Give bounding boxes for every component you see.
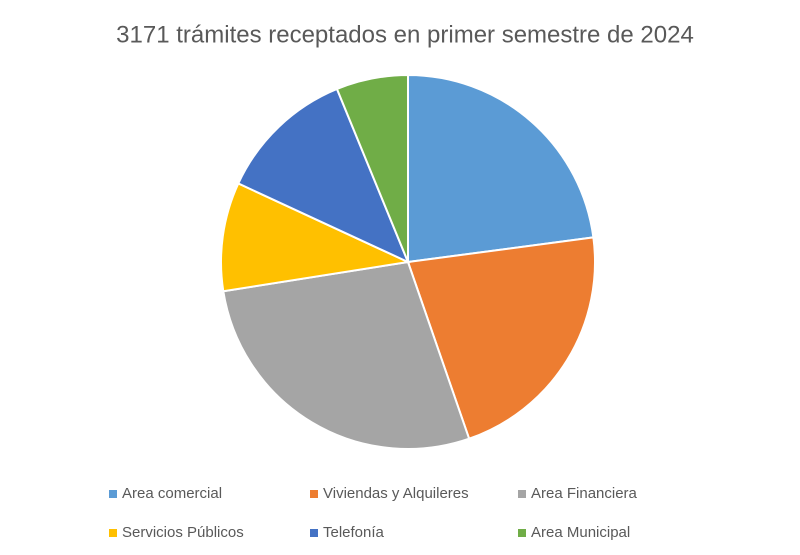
legend-label: Area Municipal (531, 524, 630, 541)
legend-label: Telefonía (323, 524, 385, 541)
pie-slice (236, 87, 410, 264)
pie-slice (407, 73, 595, 264)
pie-slice (220, 182, 412, 293)
legend-label: Servicios Públicos (122, 524, 244, 541)
pie-slice (406, 236, 596, 440)
legend-swatch (310, 490, 318, 498)
legend-label: Area Financiera (531, 485, 638, 502)
pie-slice (335, 73, 409, 263)
pie-slice (222, 260, 471, 450)
chart-title: 3171 trámites receptados en primer semes… (116, 21, 694, 48)
legend-swatch (109, 529, 117, 537)
legend-label: Area comercial (122, 485, 222, 502)
legend-swatch (518, 529, 526, 537)
legend-label: Viviendas y Alquileres (323, 485, 469, 502)
legend-swatch (109, 490, 117, 498)
legend-swatch (518, 490, 526, 498)
legend-swatch (310, 529, 318, 537)
